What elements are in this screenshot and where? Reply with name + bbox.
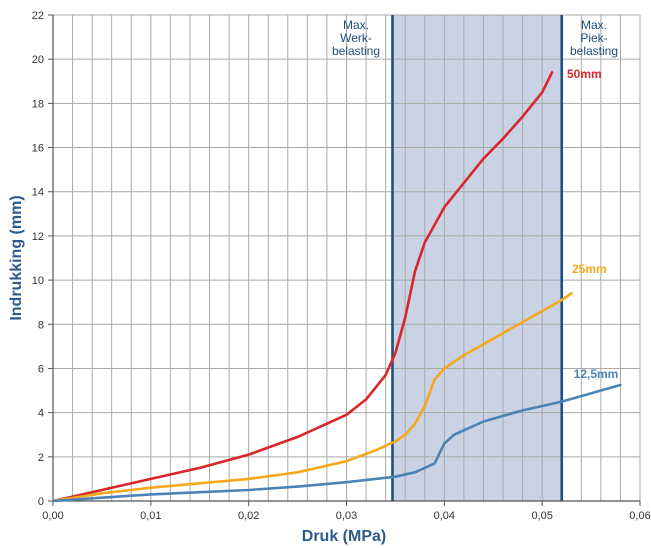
series-layer <box>51 71 622 503</box>
label-layer: 0,00 0,01 0,02 0,03 0,04 0,05 0,06 0 2 4 6 8 10 12 14 1… <box>32 10 651 522</box>
x-tick-label: 0,06 <box>629 510 650 522</box>
x-tick-label: 0,03 <box>336 510 357 522</box>
y-tick-label: 6 <box>38 363 44 375</box>
annotation-2-line: Max. <box>581 18 607 32</box>
y-tick-label: 0 <box>38 496 44 508</box>
y-tick-label: 14 <box>32 187 44 199</box>
series-label-2: 25mm <box>572 262 607 276</box>
annotation-2-line: belasting <box>570 44 618 58</box>
y-tick-label: 22 <box>32 10 44 22</box>
annotation-2-line: Piek- <box>580 31 607 45</box>
series-line-1 <box>51 71 554 503</box>
axis-layer <box>48 14 641 506</box>
y-tick-label: 16 <box>32 143 44 155</box>
y-tick-label: 8 <box>38 319 44 331</box>
x-tick-label: 0,01 <box>140 510 161 522</box>
x-tick-label: 0,04 <box>434 510 455 522</box>
series-line-2 <box>51 291 573 503</box>
annotation-1-line: Max. <box>343 18 369 32</box>
y-tick-label: 4 <box>38 408 44 420</box>
x-tick-label: 0,02 <box>238 510 259 522</box>
x-axis-title: Druk (MPa) <box>302 528 386 545</box>
y-tick-label: 12 <box>32 231 44 243</box>
series-label-1: 50mm <box>567 67 602 81</box>
y-tick-label: 18 <box>32 98 44 110</box>
y-tick-label: 10 <box>32 275 44 287</box>
x-tick-label: 0,00 <box>42 510 63 522</box>
y-tick-label: 20 <box>32 54 44 66</box>
y-axis-title: Indrukking (mm) <box>8 195 25 320</box>
series-label-3: 12,5mm <box>574 367 619 381</box>
shaded-region <box>392 15 562 501</box>
grid-layer <box>52 14 641 502</box>
series-line-3 <box>51 383 622 503</box>
annotation-1-line: Werk- <box>340 31 372 45</box>
shaded-region-layer <box>392 15 562 501</box>
annotation-1-line: belasting <box>332 44 380 58</box>
y-tick-label: 2 <box>38 452 44 464</box>
x-tick-label: 0,05 <box>531 510 552 522</box>
